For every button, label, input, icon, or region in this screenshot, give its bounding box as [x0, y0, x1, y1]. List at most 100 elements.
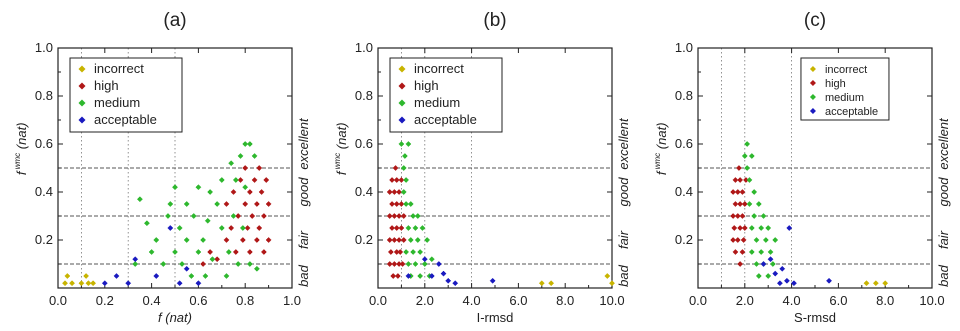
zone-label-bad: bad [296, 264, 311, 286]
point-incorrect [872, 280, 879, 287]
y-axis-label-sup: wmc [333, 153, 342, 172]
point-medium [153, 237, 160, 243]
point-high [253, 237, 260, 243]
x-tick-label: 2.0 [416, 293, 434, 308]
legend-label-incorrect: incorrect [825, 64, 867, 76]
point-medium [228, 160, 235, 167]
point-high [253, 201, 260, 207]
point-medium [230, 213, 237, 219]
point-high [260, 213, 267, 219]
point-high [387, 249, 394, 255]
x-tick-label: 6.0 [509, 293, 527, 308]
point-high [386, 189, 393, 195]
legend-marker-high [78, 82, 86, 90]
point-medium [398, 141, 405, 147]
point-high [389, 177, 395, 183]
point-high [740, 237, 747, 243]
point-acceptable [101, 280, 108, 287]
point-acceptable [195, 280, 202, 287]
x-tick-label: 0.0 [689, 293, 707, 308]
point-medium [403, 249, 410, 255]
point-high [730, 213, 737, 219]
point-medium [751, 213, 758, 219]
legend-marker-acceptable [398, 116, 406, 124]
zone-label-excellent: excellent [616, 117, 631, 170]
point-incorrect [64, 273, 71, 279]
point-high [734, 189, 741, 195]
y-tick-label: 0.2 [675, 232, 693, 247]
legend-label-high: high [94, 78, 119, 93]
y-tick-label: 0.4 [35, 184, 53, 199]
point-high [258, 189, 265, 195]
point-medium [403, 177, 410, 183]
point-acceptable [153, 273, 160, 279]
legend-marker-medium [398, 99, 406, 107]
y-axis-label: f wmc (nat) [13, 122, 29, 175]
x-tick-label: 4.0 [463, 293, 481, 308]
point-medium [405, 261, 412, 267]
point-high [389, 201, 395, 207]
point-high [386, 261, 393, 267]
point-medium [214, 201, 221, 207]
x-tick-label: 10.0 [599, 293, 624, 308]
y-tick-label: 0.8 [35, 88, 53, 103]
point-medium [410, 249, 417, 255]
point-high [732, 177, 739, 183]
zone-label-fair: fair [296, 230, 311, 249]
point-medium [753, 237, 760, 243]
point-acceptable [167, 225, 174, 231]
x-tick-label: 0.4 [143, 293, 161, 308]
y-axis-label-suffix: (nat) [14, 122, 29, 152]
point-medium [417, 273, 424, 279]
point-high [397, 249, 404, 255]
y-axis-label-suffix: (nat) [334, 122, 349, 152]
point-incorrect [90, 280, 97, 287]
panel-title: (c) [804, 10, 826, 31]
point-medium [412, 225, 419, 231]
y-axis-label-main: f [654, 170, 669, 175]
point-medium [760, 213, 767, 219]
x-tick-label: 1.0 [283, 293, 301, 308]
point-high [207, 249, 214, 255]
legend-box [800, 57, 890, 121]
point-high [223, 237, 230, 243]
y-tick-label: 0.4 [675, 184, 693, 199]
point-medium [414, 213, 421, 219]
point-high [730, 189, 737, 195]
point-acceptable [776, 280, 783, 287]
legend-label-acceptable: acceptable [414, 112, 477, 127]
point-medium [246, 141, 253, 147]
point-medium [421, 261, 428, 267]
point-incorrect [85, 280, 92, 287]
point-acceptable [405, 273, 412, 279]
y-tick-label: 0.2 [35, 232, 53, 247]
point-medium [167, 201, 174, 207]
point-medium [183, 237, 190, 243]
point-high [228, 225, 235, 231]
point-medium [746, 201, 753, 207]
point-high [734, 213, 741, 219]
point-high [739, 249, 746, 255]
point-medium [160, 261, 167, 267]
point-high [398, 201, 405, 207]
point-acceptable [790, 280, 797, 287]
point-medium [765, 273, 772, 279]
x-axis-label: S-rmsd [794, 310, 836, 325]
point-medium [748, 249, 755, 255]
point-high [237, 177, 244, 183]
point-medium [136, 196, 143, 203]
point-medium [767, 249, 774, 255]
point-acceptable [176, 280, 183, 287]
point-medium [400, 165, 407, 171]
point-medium [765, 225, 772, 231]
x-tick-label: 0.0 [369, 293, 387, 308]
point-high [263, 177, 270, 183]
point-acceptable [826, 277, 832, 284]
y-tick-label: 1.0 [675, 40, 693, 55]
point-high [256, 225, 263, 231]
point-medium [403, 201, 410, 207]
legend-marker-acceptable [78, 116, 86, 124]
y-axis-label-sup: wmc [13, 153, 22, 172]
point-medium [204, 217, 211, 224]
point-medium [190, 213, 197, 219]
